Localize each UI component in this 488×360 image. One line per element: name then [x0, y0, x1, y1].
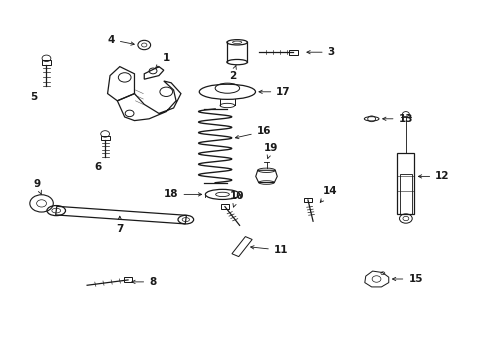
Bar: [304, 198, 311, 202]
Text: 13: 13: [382, 114, 412, 124]
Text: 14: 14: [320, 186, 337, 202]
Text: 10: 10: [229, 191, 244, 207]
Bar: [42, 60, 51, 65]
Text: 15: 15: [392, 274, 422, 284]
Bar: [101, 136, 109, 140]
Text: 6: 6: [94, 162, 101, 172]
Bar: [221, 204, 228, 209]
Text: 5: 5: [31, 92, 38, 102]
Text: 11: 11: [250, 245, 288, 255]
Text: 18: 18: [163, 189, 201, 199]
Text: 3: 3: [306, 47, 334, 57]
Bar: [288, 50, 297, 55]
Text: 1: 1: [155, 53, 169, 68]
Text: 4: 4: [107, 35, 134, 45]
Text: 9: 9: [33, 179, 41, 194]
Text: 19: 19: [264, 143, 278, 158]
Text: 7: 7: [116, 216, 123, 234]
Bar: [399, 175, 411, 214]
Bar: [396, 153, 414, 214]
Text: 16: 16: [235, 126, 271, 139]
Text: 8: 8: [132, 277, 156, 287]
Text: 12: 12: [418, 171, 449, 181]
Text: 2: 2: [228, 65, 236, 81]
Bar: [123, 278, 132, 283]
Text: 17: 17: [259, 87, 290, 97]
